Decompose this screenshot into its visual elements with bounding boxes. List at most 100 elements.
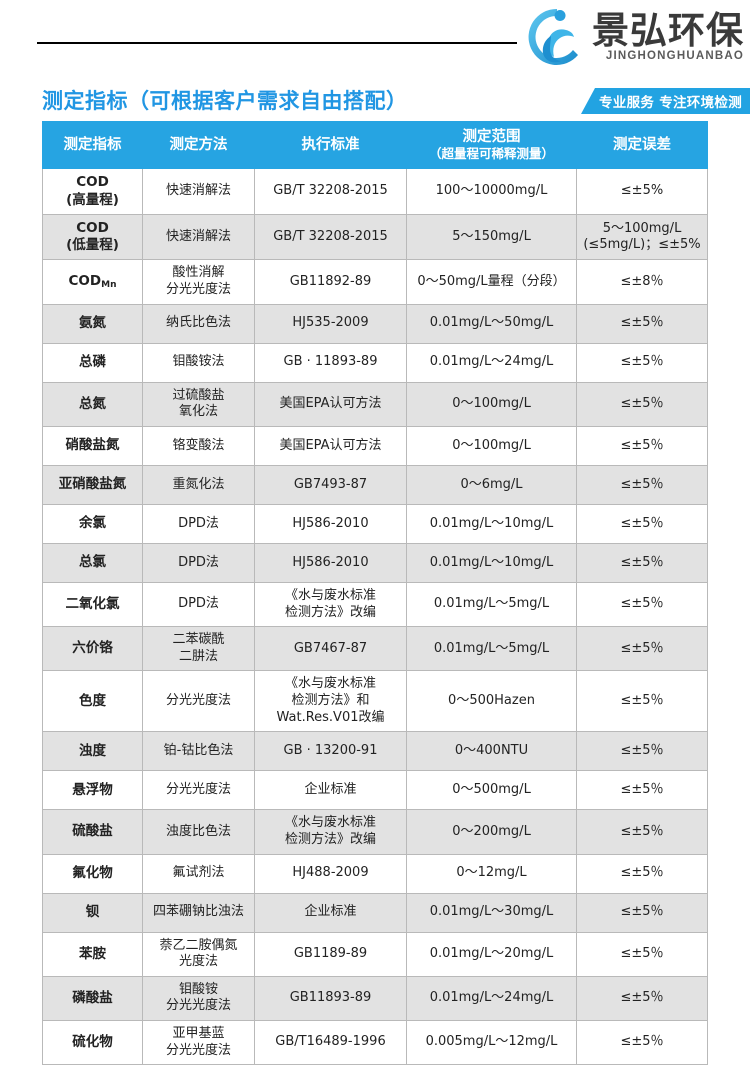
cell-index: 氨氮	[42, 303, 143, 344]
cell-index: 苯胺	[42, 931, 143, 977]
logo-company-name-en: JINGHONGHUANBAO	[605, 49, 744, 62]
cell-index: 氟化物	[42, 853, 143, 894]
cell-error: ≤±5％	[576, 1020, 708, 1065]
page-header: 景弘环保 JINGHONGHUANBAO	[0, 0, 750, 80]
cell-error: ≤±5％	[576, 503, 708, 544]
cell-method: 纳氏比色法	[142, 303, 255, 344]
table-row: COD (高量程) 快速消解法 GB/T 32208-2015 100～10000mg/…	[42, 168, 708, 215]
cell-index: 浊度	[42, 731, 143, 772]
cell-standard: 美国EPA认可方法	[254, 381, 407, 427]
cell-range: 0～100mg/L	[406, 425, 577, 466]
cell-index: 硫化物	[42, 1020, 143, 1065]
cell-index: 硫酸盐	[42, 809, 143, 855]
cell-range: 0～500mg/L	[406, 770, 577, 811]
cell-range: 100～10000mg/L	[406, 168, 577, 215]
cell-method: DPD法	[142, 542, 255, 583]
cell-method: 酸性消解 分光光度法	[142, 259, 255, 305]
table-row: 悬浮物 分光光度法 企业标准 0～500mg/L ≤±5％	[42, 770, 708, 811]
table-row: COD (低量程) 快速消解法 GB/T 32208-2015 5～150mg/L 5～1…	[42, 213, 708, 261]
cell-index: 二氧化氯	[42, 581, 143, 628]
table-row: 钡四苯硼钠比浊法 企业标准 0.01mg/L～30mg/L ≤±5％	[42, 892, 708, 933]
cell-method: 过硫酸盐 氧化法	[142, 381, 255, 427]
cell-range: 0～500Hazen	[406, 670, 577, 733]
cell-index: 余氯	[42, 503, 143, 544]
cell-index: 色度	[42, 670, 143, 733]
cell-error: ≤±5％	[576, 464, 708, 505]
cell-error: ≤±5％	[576, 975, 708, 1022]
cell-index: 总氮	[42, 381, 143, 427]
cell-method: 钼酸铵 分光光度法	[142, 975, 255, 1022]
cell-range: 0～50mg/L量程（分段）	[406, 259, 577, 305]
table-row: 总氮 过硫酸盐 氧化法 美国EPA认可方法 0～100mg/L ≤±5％	[42, 381, 708, 427]
cell-standard: GB/T16489-1996	[254, 1020, 407, 1065]
cell-range: 0.01mg/L～5mg/L	[406, 581, 577, 628]
cell-error: ≤±5％	[576, 770, 708, 811]
cell-index: 亚硝酸盐氮	[42, 464, 143, 505]
cell-standard: GB11892-89	[254, 259, 407, 305]
col-header-method: 测定方法	[142, 120, 255, 170]
cell-range: 0.01mg/L～50mg/L	[406, 303, 577, 344]
col-header-method-label: 测定方法	[169, 136, 228, 153]
table-row: 浊度 铂-钴比色法 GB · 13200-91 0～400NTU ≤±5％	[42, 731, 708, 772]
cell-standard: 企业标准	[254, 892, 407, 933]
col-header-range-label: 测定范围	[462, 129, 521, 145]
cell-index: COD (低量程)	[42, 213, 143, 261]
cell-standard: GB · 11893-89	[254, 342, 407, 383]
cell-method: DPD法	[142, 503, 255, 544]
cell-standard: GB · 13200-91	[254, 731, 407, 772]
cell-range: 0.01mg/L～20mg/L	[406, 931, 577, 977]
cell-range: 0～200mg/L	[406, 809, 577, 855]
cell-error: 5～100mg/L (≤5mg/L)；≤±5%	[576, 213, 708, 261]
col-header-error: 测定误差	[576, 120, 708, 170]
spec-table-wrapper: 测定指标 测定方法 执行标准 测定范围 （超量程可稀释测量） 测定误差 COD(…	[42, 120, 708, 1065]
cell-standard: GB/T 32208-2015	[254, 168, 407, 215]
cell-index-subscript: Mn	[101, 280, 117, 291]
cell-error: ≤±5％	[576, 809, 708, 855]
cell-index: 总磷	[42, 342, 143, 383]
cell-standard: GB7467-87	[254, 626, 407, 672]
company-logo: 景弘环保 JINGHONGHUANBAO	[526, 6, 744, 68]
col-header-index: 测定指标	[42, 120, 143, 170]
cell-method: 分光光度法	[142, 770, 255, 811]
cell-method: 重氮化法	[142, 464, 255, 505]
col-header-index-label: 测定指标	[63, 136, 122, 153]
cell-error: ≤±5％	[576, 542, 708, 583]
cell-error: ≤±5％	[576, 342, 708, 383]
cell-error: ≤±5％	[576, 626, 708, 672]
cell-standard: 企业标准	[254, 770, 407, 811]
cell-method: 分光光度法	[142, 670, 255, 733]
col-header-standard-label: 执行标准	[301, 136, 360, 153]
table-row: 色度 分光光度法 《水与废水标准 检测方法》和 Wat.Res.V01改编 0～500Ha…	[42, 670, 708, 733]
page-title: 测定指标（可根据客户需求自由搭配）	[42, 89, 408, 113]
cell-index: 磷酸盐	[42, 975, 143, 1022]
cell-range: 0～6mg/L	[406, 464, 577, 505]
table-row: 硫酸盐 浊度比色法 《水与废水标准 检测方法》改编 0～200mg/L ≤±5％	[42, 809, 708, 855]
cell-error: ≤±5％	[576, 731, 708, 772]
cell-method: 亚甲基蓝 分光光度法	[142, 1020, 255, 1065]
cell-range: 0～400NTU	[406, 731, 577, 772]
table-row: 余氯 DPD法 HJ586-2010 0.01mg/L～10mg/L ≤±5％	[42, 503, 708, 544]
table-header-row: 测定指标 测定方法 执行标准 测定范围 （超量程可稀释测量） 测定误差	[42, 120, 708, 170]
table-row: 总氯 DPD法 HJ586-2010 0.01mg/L～10mg/L ≤±5％	[42, 542, 708, 583]
cell-range: 0.01mg/L～24mg/L	[406, 975, 577, 1022]
cell-range: 0.01mg/L～10mg/L	[406, 542, 577, 583]
table-row: 总磷 钼酸铵法 GB · 11893-89 0.01mg/L～24mg/L ≤±5％	[42, 342, 708, 383]
cell-method: 氟试剂法	[142, 853, 255, 894]
table-row: 磷酸盐 钼酸铵 分光光度法 GB11893-89 0.01mg/L～24mg/L ≤±5％	[42, 975, 708, 1022]
table-row: 硝酸盐氮 铬变酸法 美国EPA认可方法 0～100mg/L ≤±5％	[42, 425, 708, 466]
cell-method: 四苯硼钠比浊法	[142, 892, 255, 933]
table-row: 二氧化氯 DPD法 《水与废水标准 检测方法》改编 0.01mg/L～5mg/L ≤±5％	[42, 581, 708, 628]
cell-standard: 《水与废水标准 检测方法》改编	[254, 581, 407, 628]
table-body: COD (高量程) 快速消解法 GB/T 32208-2015 100～10000mg/…	[42, 168, 708, 1065]
service-badge: 专业服务 专注环境检测	[581, 88, 750, 114]
cell-range: 0.01mg/L～24mg/L	[406, 342, 577, 383]
cell-method: 萘乙二胺偶氮 光度法	[142, 931, 255, 977]
cell-error: ≤±5％	[576, 381, 708, 427]
cell-standard: GB7493-87	[254, 464, 407, 505]
cell-range: 0.005mg/L～12mg/L	[406, 1020, 577, 1065]
table-header: 测定指标 测定方法 执行标准 测定范围 （超量程可稀释测量） 测定误差	[42, 120, 708, 170]
cell-index: 总氯	[42, 542, 143, 583]
col-header-range-sublabel: （超量程可稀释测量）	[428, 146, 554, 162]
cell-error: ≤±8％	[576, 259, 708, 305]
col-header-error-label: 测定误差	[613, 136, 671, 153]
